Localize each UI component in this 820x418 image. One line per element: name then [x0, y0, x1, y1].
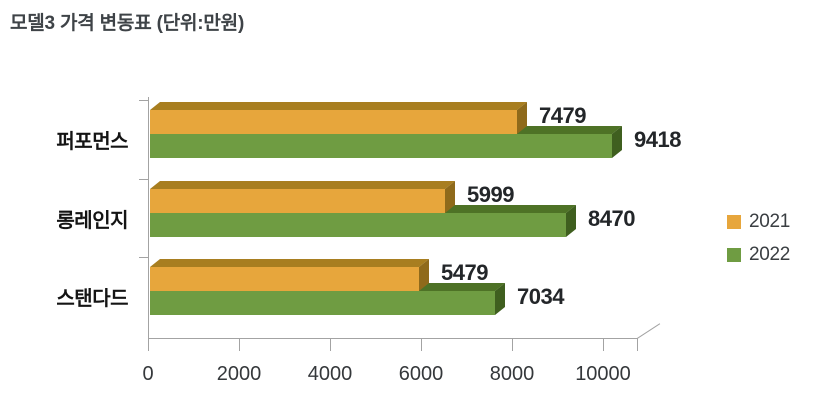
x-axis-tick-label-8000: 8000 [489, 363, 535, 385]
legend-swatch-2022 [727, 248, 741, 262]
category-label-2: 롱레인지 [56, 209, 128, 232]
bar-top-face [150, 181, 455, 189]
x-axis-tick-label-0: 0 [142, 363, 154, 385]
legend-item-2022: 2022 [727, 244, 790, 266]
bar-2021-category-3 [150, 258, 429, 291]
value-label-2022-category-3: 7034 [517, 284, 564, 309]
legend-label-2022: 2022 [749, 244, 791, 265]
value-label-2022-category-1: 9418 [634, 127, 681, 152]
legend-swatch-2021 [727, 215, 741, 229]
x-axis-tick-2000 [239, 338, 240, 351]
value-label-2021-category-3: 5479 [441, 260, 488, 285]
y-axis-tick [139, 100, 148, 101]
x-axis-tick-label-2000: 2000 [216, 363, 262, 385]
x-axis-tick-10000 [603, 338, 604, 351]
legend-label-2021: 2021 [749, 211, 791, 232]
value-label-2021-category-2: 5999 [467, 182, 514, 207]
x-axis-tick-label-4000: 4000 [307, 363, 353, 385]
category-label-1: 퍼포먼스 [56, 130, 128, 153]
x-axis-line [148, 338, 637, 339]
category-label-3: 스탠다드 [56, 287, 128, 310]
x-axis-3d-diagonal [637, 323, 661, 339]
bar-2021-category-1 [150, 101, 527, 134]
x-axis-tick-8000 [512, 338, 513, 351]
x-axis-tick-label-6000: 6000 [398, 363, 444, 385]
chart-title: 모델3 가격 변동표 (단위:만원) [10, 13, 245, 34]
y-axis-line [148, 97, 149, 350]
bar-2022-category-3 [150, 282, 505, 315]
x-axis-end-tick [637, 338, 638, 351]
x-axis-tick-4000 [330, 338, 331, 351]
x-axis-tick-label-10000: 10000 [575, 363, 631, 385]
legend-item-2021: 2021 [727, 211, 790, 233]
bar-2022-category-2 [150, 204, 576, 237]
value-label-2022-category-2: 8470 [588, 206, 635, 231]
y-axis-tick [139, 257, 148, 258]
x-axis-tick-6000 [421, 338, 422, 351]
bar-top-face [150, 259, 429, 267]
y-axis-tick [139, 179, 148, 180]
legend: 2021 2022 [727, 211, 790, 277]
bar-2022-category-1 [150, 125, 622, 158]
bar-top-face [150, 102, 527, 110]
x-axis-tick-0 [148, 338, 149, 351]
bar-2021-category-2 [150, 180, 455, 213]
value-label-2021-category-1: 7479 [539, 103, 586, 128]
